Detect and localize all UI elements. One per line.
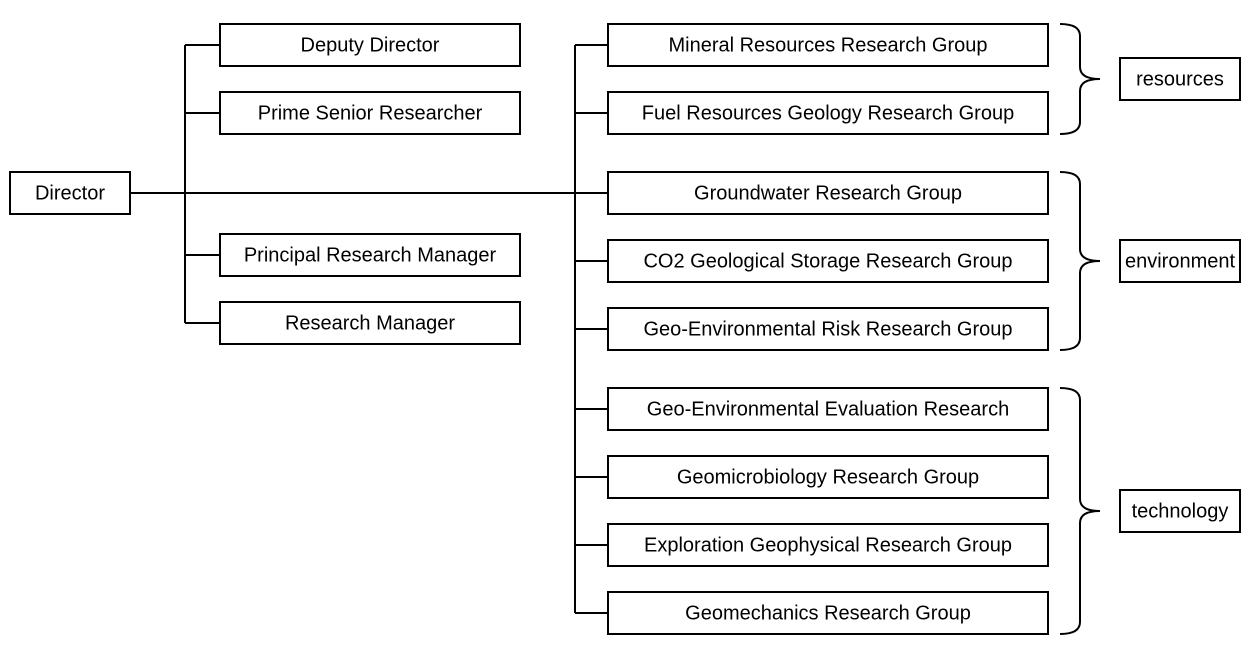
- brace-0-top: [1060, 24, 1100, 79]
- staff-box-3-label: Research Manager: [285, 312, 455, 334]
- group-box-2-label: Groundwater Research Group: [694, 182, 962, 204]
- staff-box-2-label: Principal Research Manager: [244, 244, 497, 266]
- brace-1-top: [1060, 172, 1100, 261]
- brace-2-bottom: [1060, 511, 1100, 634]
- group-box-4-label: Geo-Environmental Risk Research Group: [643, 318, 1012, 340]
- director-box-label: Director: [35, 182, 105, 204]
- group-box-0-label: Mineral Resources Research Group: [668, 34, 987, 56]
- staff-box-0-label: Deputy Director: [301, 34, 440, 56]
- brace-0-bottom: [1060, 79, 1100, 134]
- group-box-7-label: Exploration Geophysical Research Group: [644, 534, 1012, 556]
- group-box-5-label: Geo-Environmental Evaluation Research: [647, 398, 1009, 420]
- category-box-0-label: resources: [1136, 68, 1224, 90]
- category-box-2-label: technology: [1132, 500, 1229, 522]
- group-box-8-label: Geomechanics Research Group: [685, 602, 971, 624]
- category-box-1-label: environment: [1125, 250, 1236, 272]
- brace-2-top: [1060, 388, 1100, 511]
- group-box-6-label: Geomicrobiology Research Group: [677, 466, 979, 488]
- group-box-3-label: CO2 Geological Storage Research Group: [643, 250, 1012, 272]
- staff-box-1-label: Prime Senior Researcher: [258, 102, 483, 124]
- group-box-1-label: Fuel Resources Geology Research Group: [642, 102, 1014, 124]
- brace-1-bottom: [1060, 261, 1100, 350]
